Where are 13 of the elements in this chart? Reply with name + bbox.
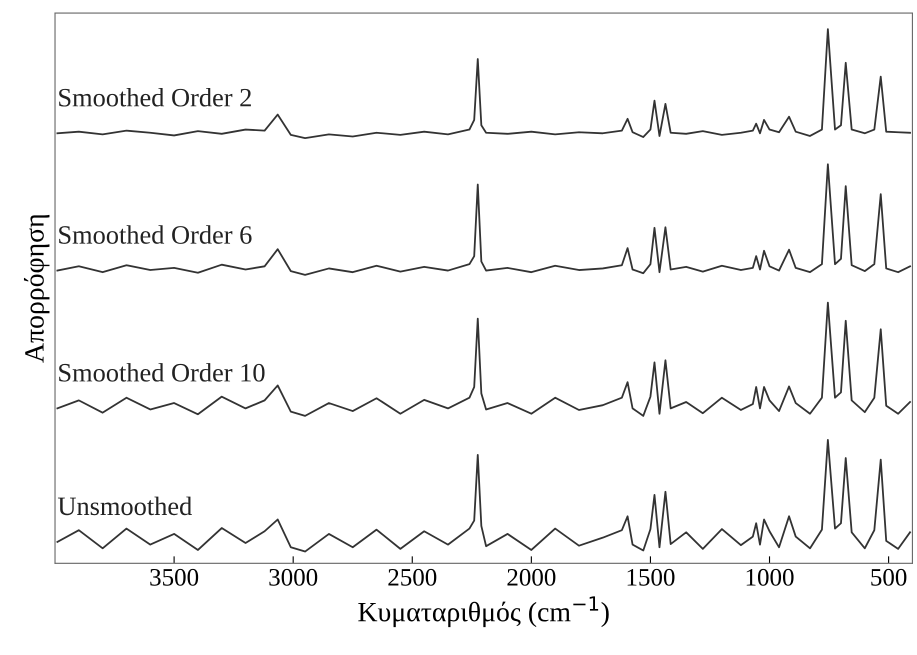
x-tick-label: 1000: [746, 568, 794, 586]
series-label: Unsmoothed: [58, 496, 192, 516]
x-tick-label: 500: [871, 568, 906, 586]
x-axis-title: Κυματαριθμός (cm$^{−1}$): [358, 596, 609, 628]
x-tick-label: 3000: [269, 568, 318, 586]
x-tick-label: 2500: [388, 568, 436, 586]
y-axis-title: Απορρόφηση: [24, 214, 50, 363]
series-label: Smoothed Order 6: [59, 225, 252, 244]
series-label: Smoothed Order 2: [59, 88, 251, 107]
x-tick-label: 1500: [628, 568, 674, 586]
x-tick-label: 2000: [507, 568, 556, 586]
series-label: Smoothed Order 10: [59, 363, 265, 382]
x-tick-label: 3500: [150, 568, 198, 586]
